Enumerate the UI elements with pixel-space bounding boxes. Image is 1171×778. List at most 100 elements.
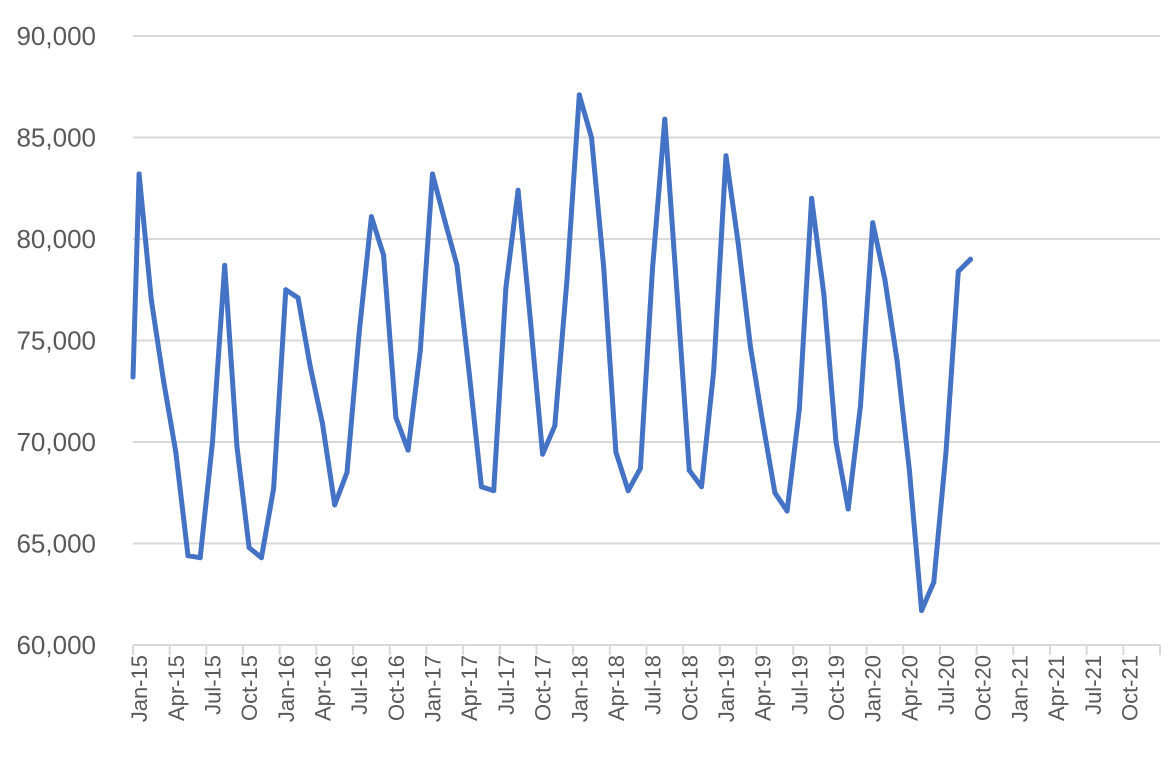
x-tick-label: Apr-21 [1044,655,1069,721]
data-point [589,135,594,140]
x-tick-label: Jan-19 [714,655,739,722]
x-tick-label: Apr-15 [164,655,189,721]
data-point [552,423,558,429]
data-point [760,419,766,425]
x-tick-label: Jan-15 [127,655,152,722]
y-axis-tick-labels: 60,000 65,000 70,000 75,000 80,000 85,000 90,0… [16,21,96,660]
x-tick-label: Jul-16 [347,655,372,715]
data-point [625,488,631,494]
data-point [393,415,399,421]
data-point [858,403,863,408]
data-point [906,467,912,473]
data-point [491,488,497,494]
x-tick-label: Jan-21 [1007,655,1032,722]
data-point [686,467,692,473]
x-tick-label: Jan-17 [421,655,446,722]
x-tick-label: Oct-16 [384,655,409,721]
x-tick-label: Oct-21 [1117,655,1142,721]
data-point [295,295,301,301]
data-point [344,470,350,475]
x-tick-label: Oct-17 [531,655,556,721]
x-tick-label: Oct-19 [824,655,849,721]
data-point [454,262,460,268]
x-tick-label: Apr-18 [604,655,629,721]
data-point [283,287,289,293]
x-axis-tick-labels: Jan-15 Apr-15 Jul-15 Oct-15 Jan-16 Apr-16 Jul-… [127,655,1142,722]
data-point [784,508,790,514]
data-point [210,439,215,445]
data-point [650,264,656,270]
data-point [405,447,411,453]
x-tick-label: Apr-17 [457,655,482,721]
x-tick-label: Jul-20 [934,655,959,715]
data-point [747,344,753,350]
y-tick-label: 90,000 [16,21,96,51]
x-tick-label: Jul-17 [494,655,519,715]
data-point [894,358,900,364]
data-point [540,451,546,457]
data-point [637,465,643,471]
x-tick-label: Jul-18 [641,655,666,715]
data-point [772,490,778,496]
data-point [234,443,240,449]
data-point [320,421,325,427]
data-point [222,262,228,268]
x-tick-label: Apr-16 [311,655,336,721]
data-point [258,555,264,561]
y-tick-label: 75,000 [16,326,96,356]
data-point [674,291,680,297]
data-point [821,291,827,297]
series-line [130,92,973,613]
data-point [417,348,423,354]
data-point [796,407,802,412]
data-point [601,264,607,270]
x-tick-label: Apr-20 [897,655,922,721]
data-point [613,449,619,455]
x-tick-label: Jan-16 [274,655,299,722]
data-point [870,220,876,226]
data-point [968,256,973,262]
series-layer [130,92,973,613]
data-point [136,171,142,177]
data-point [197,555,203,561]
x-tick-label: Jan-20 [861,655,886,722]
data-point [723,153,729,159]
data-point [515,187,521,193]
x-tick-label: Apr-19 [751,655,776,721]
data-point [368,214,374,220]
data-point [919,608,925,613]
data-point [699,484,704,490]
data-point [161,378,167,384]
y-tick-label: 80,000 [16,224,96,254]
data-point [307,364,313,370]
y-tick-label: 85,000 [16,123,96,153]
y-tick-label: 65,000 [16,529,96,559]
x-tick-label: Jan-18 [567,655,592,722]
data-point [527,317,533,323]
data-point [271,486,277,492]
data-point [130,374,136,380]
x-tick-label: Jul-19 [787,655,812,715]
data-point [955,269,961,274]
data-point [735,240,741,246]
data-point [173,449,179,455]
data-point [148,297,154,303]
data-point [833,439,839,445]
data-point [466,370,472,376]
y-tick-label: 70,000 [16,427,96,457]
data-point [882,277,888,283]
data-point [576,92,582,98]
data-point [931,579,937,585]
data-point [662,116,668,122]
x-tick-label: Oct-18 [677,655,702,721]
data-point [711,368,717,374]
data-point [564,277,570,283]
data-point [430,171,435,177]
x-tick-label: Oct-20 [971,655,996,721]
x-tick-label: Jul-15 [200,655,225,715]
data-point [845,506,851,512]
data-point [442,218,448,224]
data-point [809,195,815,201]
y-tick-label: 60,000 [16,630,96,660]
